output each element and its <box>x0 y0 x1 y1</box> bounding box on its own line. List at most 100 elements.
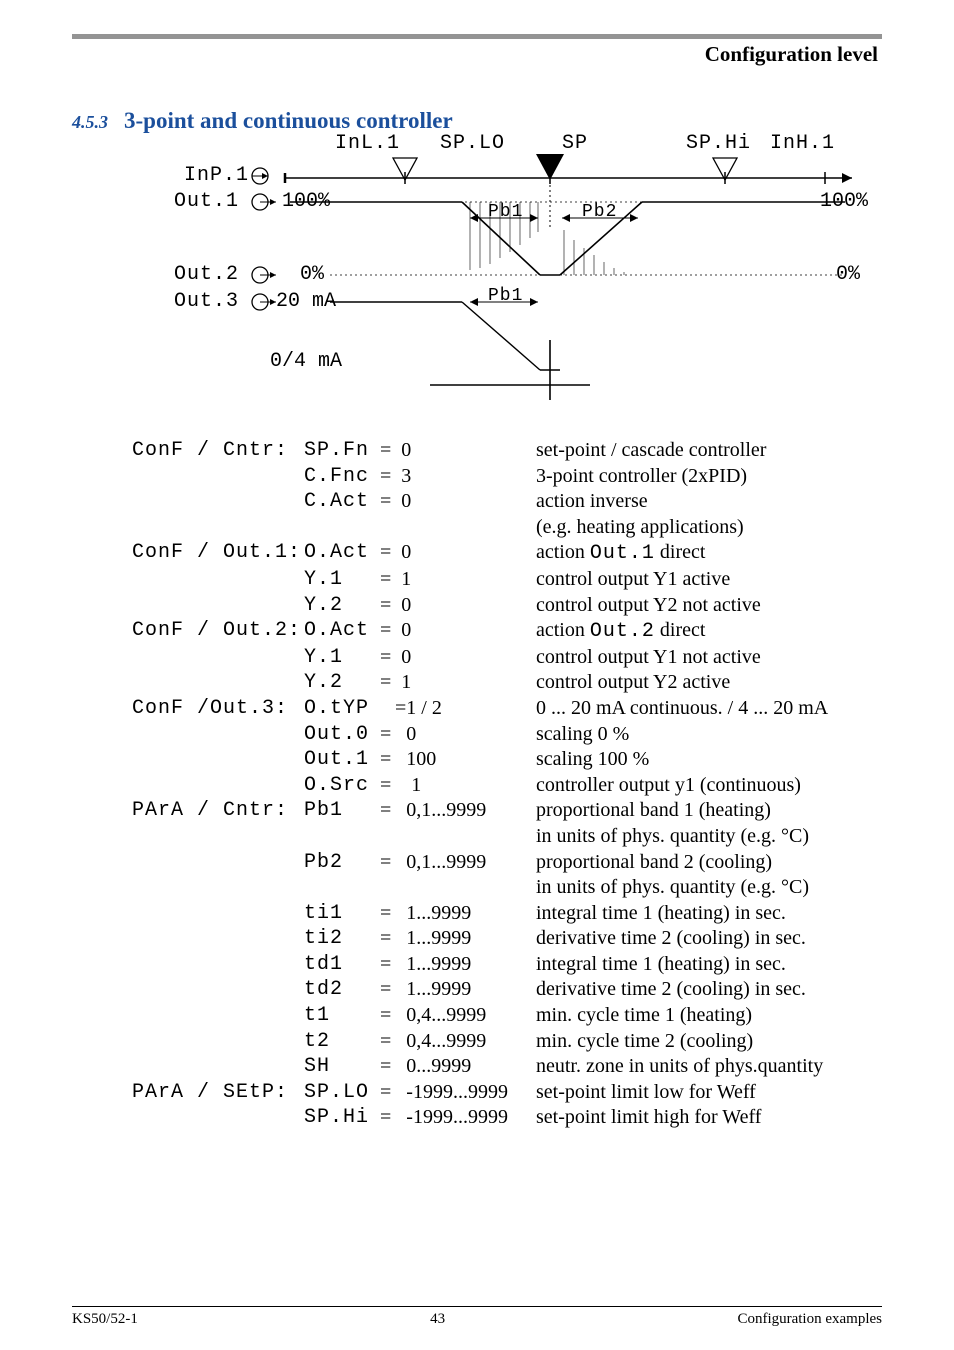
param-desc: scaling 0 % <box>536 722 629 748</box>
param-row: ConF /Out.3:O.tYP =1 / 2 0 ... 20 mA con… <box>132 696 882 722</box>
param-desc: 0 ... 20 mA continuous. / 4 ... 20 mA <box>536 696 828 722</box>
param-value: = 1...9999 <box>380 977 536 1003</box>
controller-diagram: InL.1 SP.LO SP SP.Hi InH.1 InP.1 Out.1 O… <box>130 140 870 420</box>
param-row: SH= 0...9999neutr. zone in units of phys… <box>132 1054 882 1080</box>
param-key: Out.1 <box>304 747 380 773</box>
lbl-0l: 0% <box>300 263 324 286</box>
page-footer: KS50/52-1 43 Configuration examples <box>72 1306 882 1328</box>
lbl-pb1: Pb1 <box>488 202 523 222</box>
lbl-out1: Out.1 <box>174 190 239 213</box>
param-section: PArA / SEtP: <box>132 1080 304 1106</box>
param-row: C.Act= 0action inverse <box>132 489 882 515</box>
param-key: Y.2 <box>304 593 380 619</box>
lbl-inh1: InH.1 <box>770 132 835 155</box>
lbl-out2: Out.2 <box>174 263 239 286</box>
param-row: ti1= 1...9999integral time 1 (heating) i… <box>132 901 882 927</box>
param-row: in units of phys. quantity (e.g. °C) <box>132 824 882 850</box>
footer-center: 43 <box>430 1311 445 1328</box>
param-value: = 0...9999 <box>380 1054 536 1080</box>
param-section: PArA / Cntr: <box>132 798 304 824</box>
section-title: 3-point and continuous controller <box>124 108 453 134</box>
param-row: td1= 1...9999integral time 1 (heating) i… <box>132 952 882 978</box>
param-key: Pb1 <box>304 798 380 824</box>
header-bar: Configuration level <box>72 34 882 64</box>
param-key <box>304 515 380 541</box>
param-key: SP.Hi <box>304 1105 380 1131</box>
param-value: = 0 <box>380 618 536 645</box>
param-value: = 0 <box>380 645 536 671</box>
param-row: Y.1= 0control output Y1 not active <box>132 645 882 671</box>
param-value <box>380 824 536 850</box>
param-row: ConF / Cntr:SP.Fn= 0set-point / cascade … <box>132 438 882 464</box>
param-value: =1 / 2 <box>380 696 536 722</box>
param-key: Out.0 <box>304 722 380 748</box>
param-section <box>132 593 304 619</box>
footer-right: Configuration examples <box>737 1311 882 1328</box>
param-row: t2= 0,4...9999min. cycle time 2 (cooling… <box>132 1029 882 1055</box>
param-desc: action inverse <box>536 489 648 515</box>
param-key: Pb2 <box>304 850 380 876</box>
page: Configuration level 4.5.3 3-point and co… <box>0 0 954 1350</box>
param-row: t1= 0,4...9999min. cycle time 1 (heating… <box>132 1003 882 1029</box>
lbl-04ma: 0/4 mA <box>270 350 342 373</box>
param-value: = 0,1...9999 <box>380 798 536 824</box>
param-value: = 0,4...9999 <box>380 1029 536 1055</box>
param-key: SP.Fn <box>304 438 380 464</box>
param-value: = 0 <box>380 438 536 464</box>
lbl-sp: SP <box>562 132 588 155</box>
param-key: C.Act <box>304 489 380 515</box>
param-section <box>132 489 304 515</box>
param-key: td2 <box>304 977 380 1003</box>
param-desc: integral time 1 (heating) in sec. <box>536 901 786 927</box>
param-desc: proportional band 1 (heating) <box>536 798 771 824</box>
param-section <box>132 824 304 850</box>
param-row: in units of phys. quantity (e.g. °C) <box>132 875 882 901</box>
param-row: Y.2= 1control output Y2 active <box>132 670 882 696</box>
param-desc: scaling 100 % <box>536 747 649 773</box>
param-key <box>304 875 380 901</box>
param-key: C.Fnc <box>304 464 380 490</box>
param-desc: control output Y2 active <box>536 670 730 696</box>
param-key: t1 <box>304 1003 380 1029</box>
param-section <box>132 722 304 748</box>
lbl-100l: 100% <box>282 190 330 213</box>
lbl-splo: SP.LO <box>440 132 505 155</box>
lbl-20ma: 20 mA <box>276 290 336 313</box>
param-desc: derivative time 2 (cooling) in sec. <box>536 926 806 952</box>
param-section <box>132 1003 304 1029</box>
param-row: ti2= 1...9999derivative time 2 (cooling)… <box>132 926 882 952</box>
param-desc: set-point limit low for Weff <box>536 1080 756 1106</box>
param-section <box>132 901 304 927</box>
param-desc: 3-point controller (2xPID) <box>536 464 747 490</box>
param-desc: min. cycle time 1 (heating) <box>536 1003 752 1029</box>
param-desc: set-point / cascade controller <box>536 438 766 464</box>
param-key: ti2 <box>304 926 380 952</box>
param-desc: proportional band 2 (cooling) <box>536 850 772 876</box>
param-desc: action Out.1 direct <box>536 540 705 567</box>
param-section: ConF / Cntr: <box>132 438 304 464</box>
param-row: PArA / SEtP:SP.LO= -1999...9999set-point… <box>132 1080 882 1106</box>
param-value: = -1999...9999 <box>380 1105 536 1131</box>
lbl-sphi: SP.Hi <box>686 132 751 155</box>
param-desc: action Out.2 direct <box>536 618 705 645</box>
param-section <box>132 747 304 773</box>
param-key: Y.1 <box>304 645 380 671</box>
param-desc: control output Y1 active <box>536 567 730 593</box>
param-key: O.tYP <box>304 696 380 722</box>
param-key: Y.1 <box>304 567 380 593</box>
param-value: = -1999...9999 <box>380 1080 536 1106</box>
param-key <box>304 824 380 850</box>
param-section <box>132 875 304 901</box>
param-key: SH <box>304 1054 380 1080</box>
param-value: = 1 <box>380 773 536 799</box>
lbl-out3: Out.3 <box>174 290 239 313</box>
param-section <box>132 567 304 593</box>
header-title: Configuration level <box>705 42 878 66</box>
param-section: ConF /Out.3: <box>132 696 304 722</box>
param-value: = 0,1...9999 <box>380 850 536 876</box>
lbl-inl1: InL.1 <box>335 132 400 155</box>
param-value: = 1...9999 <box>380 926 536 952</box>
param-section <box>132 1029 304 1055</box>
param-desc: min. cycle time 2 (cooling) <box>536 1029 753 1055</box>
param-key: O.Src <box>304 773 380 799</box>
